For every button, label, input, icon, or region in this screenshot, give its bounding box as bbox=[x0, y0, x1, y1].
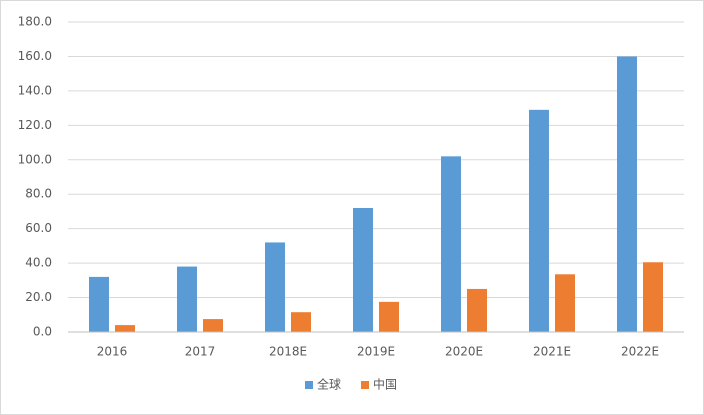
y-tick-label: 20.0 bbox=[25, 290, 52, 304]
bar bbox=[441, 156, 461, 332]
bar bbox=[617, 56, 637, 332]
y-tick-label: 120.0 bbox=[18, 118, 52, 132]
x-tick-label: 2019E bbox=[357, 345, 395, 359]
bar bbox=[467, 288, 487, 332]
bar bbox=[529, 109, 549, 332]
bar bbox=[291, 312, 311, 332]
x-tick-label: 2018E bbox=[269, 345, 307, 359]
x-tick-label: 2020E bbox=[445, 345, 483, 359]
x-tick-label: 2016 bbox=[97, 345, 128, 359]
legend-label: 全球 bbox=[317, 377, 341, 392]
legend-label: 中国 bbox=[373, 377, 397, 392]
y-tick-label: 0.0 bbox=[33, 325, 52, 339]
y-tick-label: 40.0 bbox=[25, 256, 52, 270]
bar bbox=[177, 266, 197, 332]
x-tick-label: 2022E bbox=[621, 345, 659, 359]
x-tick-label: 2021E bbox=[533, 345, 571, 359]
bar bbox=[643, 262, 663, 332]
legend-swatch bbox=[305, 381, 313, 389]
legend-swatch bbox=[361, 381, 370, 389]
y-tick-label: 60.0 bbox=[25, 221, 52, 235]
bar bbox=[555, 274, 575, 332]
y-tick-label: 100.0 bbox=[18, 152, 52, 166]
y-tick-label: 160.0 bbox=[18, 49, 52, 63]
bar bbox=[265, 242, 285, 332]
bar bbox=[89, 276, 109, 332]
bar bbox=[379, 301, 399, 332]
y-tick-label: 180.0 bbox=[18, 15, 52, 29]
y-tick-label: 80.0 bbox=[25, 187, 52, 201]
bar bbox=[115, 325, 135, 332]
bar bbox=[203, 319, 223, 332]
x-tick-label: 2017 bbox=[185, 345, 216, 359]
y-tick-label: 140.0 bbox=[18, 83, 52, 97]
bar bbox=[353, 208, 373, 332]
